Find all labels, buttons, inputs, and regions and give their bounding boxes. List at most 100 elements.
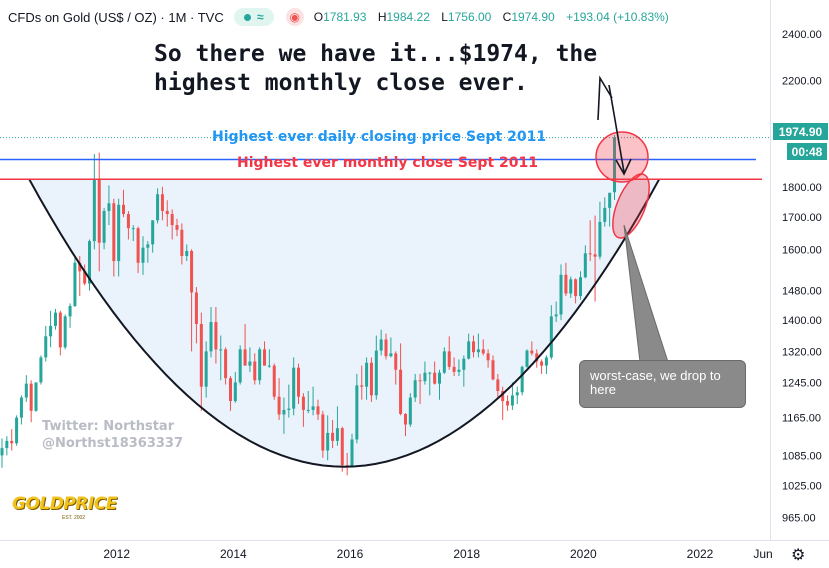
candle[interactable] [297, 363, 301, 405]
candle[interactable] [462, 355, 466, 387]
candle[interactable] [44, 325, 48, 362]
candle[interactable] [365, 357, 369, 400]
candle[interactable] [593, 215, 597, 302]
candle[interactable] [219, 335, 223, 381]
candle[interactable] [228, 376, 232, 411]
candle[interactable] [360, 365, 364, 400]
candle[interactable] [156, 188, 160, 224]
candle[interactable] [399, 343, 403, 416]
candle[interactable] [0, 438, 4, 468]
candle[interactable] [335, 406, 339, 446]
candle[interactable] [520, 365, 524, 396]
candle[interactable] [141, 236, 145, 275]
candle[interactable] [53, 308, 57, 330]
candle[interactable] [433, 361, 437, 385]
candle[interactable] [194, 287, 198, 344]
candle[interactable] [267, 349, 271, 368]
candle[interactable] [374, 335, 378, 400]
candle[interactable] [384, 333, 388, 360]
candle[interactable] [394, 351, 398, 385]
candle[interactable] [481, 339, 485, 356]
candle[interactable] [238, 345, 242, 385]
candle[interactable] [564, 262, 568, 297]
cup-bowl-curve[interactable] [28, 178, 661, 468]
candle[interactable] [603, 197, 607, 227]
candle[interactable] [486, 349, 490, 368]
candle[interactable] [151, 220, 155, 253]
worst-case-callout[interactable]: worst-case, we drop to here [579, 360, 746, 408]
candle[interactable] [131, 225, 135, 242]
candle[interactable] [146, 241, 150, 263]
candle[interactable] [258, 347, 262, 385]
candle[interactable] [506, 395, 510, 411]
candle[interactable] [272, 363, 276, 400]
candle[interactable] [243, 323, 247, 366]
candle[interactable] [15, 415, 19, 446]
daily-high-label[interactable]: Highest ever daily closing price Sept 20… [212, 129, 547, 145]
candle[interactable] [190, 249, 194, 352]
candle[interactable] [574, 278, 578, 304]
candle[interactable] [510, 382, 514, 410]
candle[interactable] [408, 393, 412, 427]
candle[interactable] [612, 135, 617, 200]
symbol-title[interactable]: CFDs on Gold (US$ / OZ) · 1M · TVC [8, 9, 224, 25]
candle[interactable] [340, 426, 344, 472]
candle[interactable] [209, 307, 213, 358]
candle[interactable] [282, 397, 286, 434]
candle[interactable] [476, 333, 480, 358]
candle[interactable] [369, 357, 373, 402]
candle[interactable] [160, 186, 164, 221]
candle[interactable] [588, 220, 592, 262]
candle[interactable] [442, 347, 446, 374]
candle[interactable] [58, 310, 62, 356]
candle[interactable] [10, 429, 14, 451]
candle[interactable] [253, 353, 257, 385]
candle[interactable] [608, 192, 612, 227]
candle[interactable] [5, 436, 9, 456]
market-status-badge[interactable]: ≈ [233, 8, 274, 26]
candle[interactable] [467, 333, 471, 360]
candle[interactable] [583, 245, 587, 279]
candle[interactable] [501, 386, 505, 420]
candle[interactable] [83, 264, 87, 286]
candle[interactable] [224, 347, 228, 385]
candle[interactable] [316, 399, 320, 420]
candle[interactable] [472, 335, 476, 358]
candle[interactable] [136, 226, 140, 274]
candle[interactable] [530, 341, 534, 356]
candle[interactable] [87, 239, 92, 291]
candle[interactable] [549, 305, 553, 360]
candle[interactable] [418, 373, 422, 405]
candle[interactable] [326, 415, 330, 461]
candle[interactable] [165, 200, 169, 227]
candle[interactable] [39, 355, 43, 385]
candle[interactable] [350, 433, 354, 468]
candle[interactable] [331, 419, 335, 449]
candle[interactable] [122, 189, 126, 218]
candle[interactable] [204, 341, 208, 398]
candle[interactable] [491, 355, 495, 381]
monthly-high-label[interactable]: Highest ever monthly close Sept 2011 [237, 155, 538, 171]
candle[interactable] [321, 410, 325, 458]
candle[interactable] [569, 276, 573, 298]
candle[interactable] [292, 357, 296, 416]
candle[interactable] [185, 244, 189, 262]
candle[interactable] [97, 152, 101, 272]
highlight-ellipse-bottom[interactable] [605, 169, 656, 243]
candle[interactable] [447, 336, 451, 370]
candle[interactable] [540, 359, 544, 374]
candle[interactable] [389, 337, 393, 358]
candle[interactable] [63, 314, 67, 350]
gear-icon[interactable]: ⚙ [791, 547, 806, 564]
candle[interactable] [598, 201, 602, 260]
candle[interactable] [248, 347, 252, 372]
pointer-arrow-icon[interactable] [608, 84, 625, 173]
candle[interactable] [199, 312, 203, 411]
candle[interactable] [379, 329, 383, 356]
candle[interactable] [112, 198, 116, 277]
candle[interactable] [306, 390, 310, 414]
candle[interactable] [559, 264, 563, 321]
candle[interactable] [437, 369, 442, 400]
candle[interactable] [102, 207, 106, 250]
